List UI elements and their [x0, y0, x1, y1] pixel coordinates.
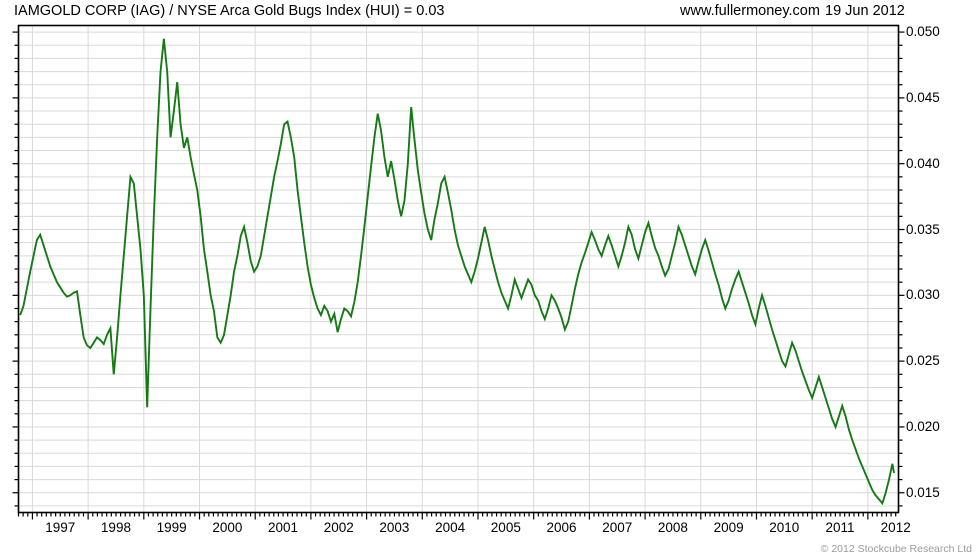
ratio-line-series [19, 38, 895, 506]
data-series-group [19, 38, 895, 506]
x-axis-tick-label: 1997 [45, 520, 76, 535]
chart-date: 19 Jun 2012 [825, 3, 905, 19]
x-axis-tick-label: 2000 [212, 520, 243, 535]
x-axis-tick-label: 2002 [323, 520, 354, 535]
x-axis-tick-label: 2003 [379, 520, 410, 535]
y-axis-tick-label: 0.020 [906, 418, 940, 434]
x-axis-tick-label: 2008 [657, 520, 688, 535]
chart-title: IAMGOLD CORP (IAG) / NYSE Arca Gold Bugs… [14, 3, 445, 19]
y-axis-tick-label: 0.025 [906, 353, 940, 369]
y-axis-tick-label: 0.050 [906, 24, 940, 40]
copyright-notice: © 2012 Stockcube Research Ltd [820, 543, 972, 555]
x-axis-tick-label: 2009 [713, 520, 744, 535]
source-website: www.fullermoney.com [680, 3, 820, 19]
plot-frame [17, 24, 900, 514]
y-axis-tick-label: 0.030 [906, 287, 940, 303]
y-axis-tick-label: 0.045 [906, 89, 940, 105]
x-axis-tick-label: 2007 [602, 520, 633, 535]
x-axis-tick-label: 2001 [268, 520, 299, 535]
x-axis-tick-label: 2010 [769, 520, 800, 535]
x-axis-tick-label: 2006 [546, 520, 577, 535]
x-axis-tick-label: 1998 [100, 520, 131, 535]
x-axis-tick-label: 2011 [825, 520, 855, 535]
axis-ticks [12, 31, 905, 520]
x-axis-tick-label: 2012 [880, 520, 911, 535]
grid-lines [18, 25, 899, 513]
y-axis-tick-label: 0.040 [906, 155, 940, 171]
x-axis-tick-label: 1999 [156, 520, 187, 535]
x-axis-tick-label: 2004 [435, 520, 466, 535]
x-axis-tick-label: 2005 [490, 520, 521, 535]
y-axis-tick-label: 0.015 [906, 484, 940, 500]
y-axis-tick-label: 0.035 [906, 221, 940, 237]
